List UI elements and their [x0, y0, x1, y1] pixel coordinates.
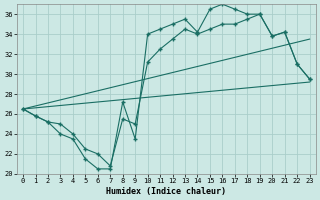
X-axis label: Humidex (Indice chaleur): Humidex (Indice chaleur) [106, 187, 226, 196]
